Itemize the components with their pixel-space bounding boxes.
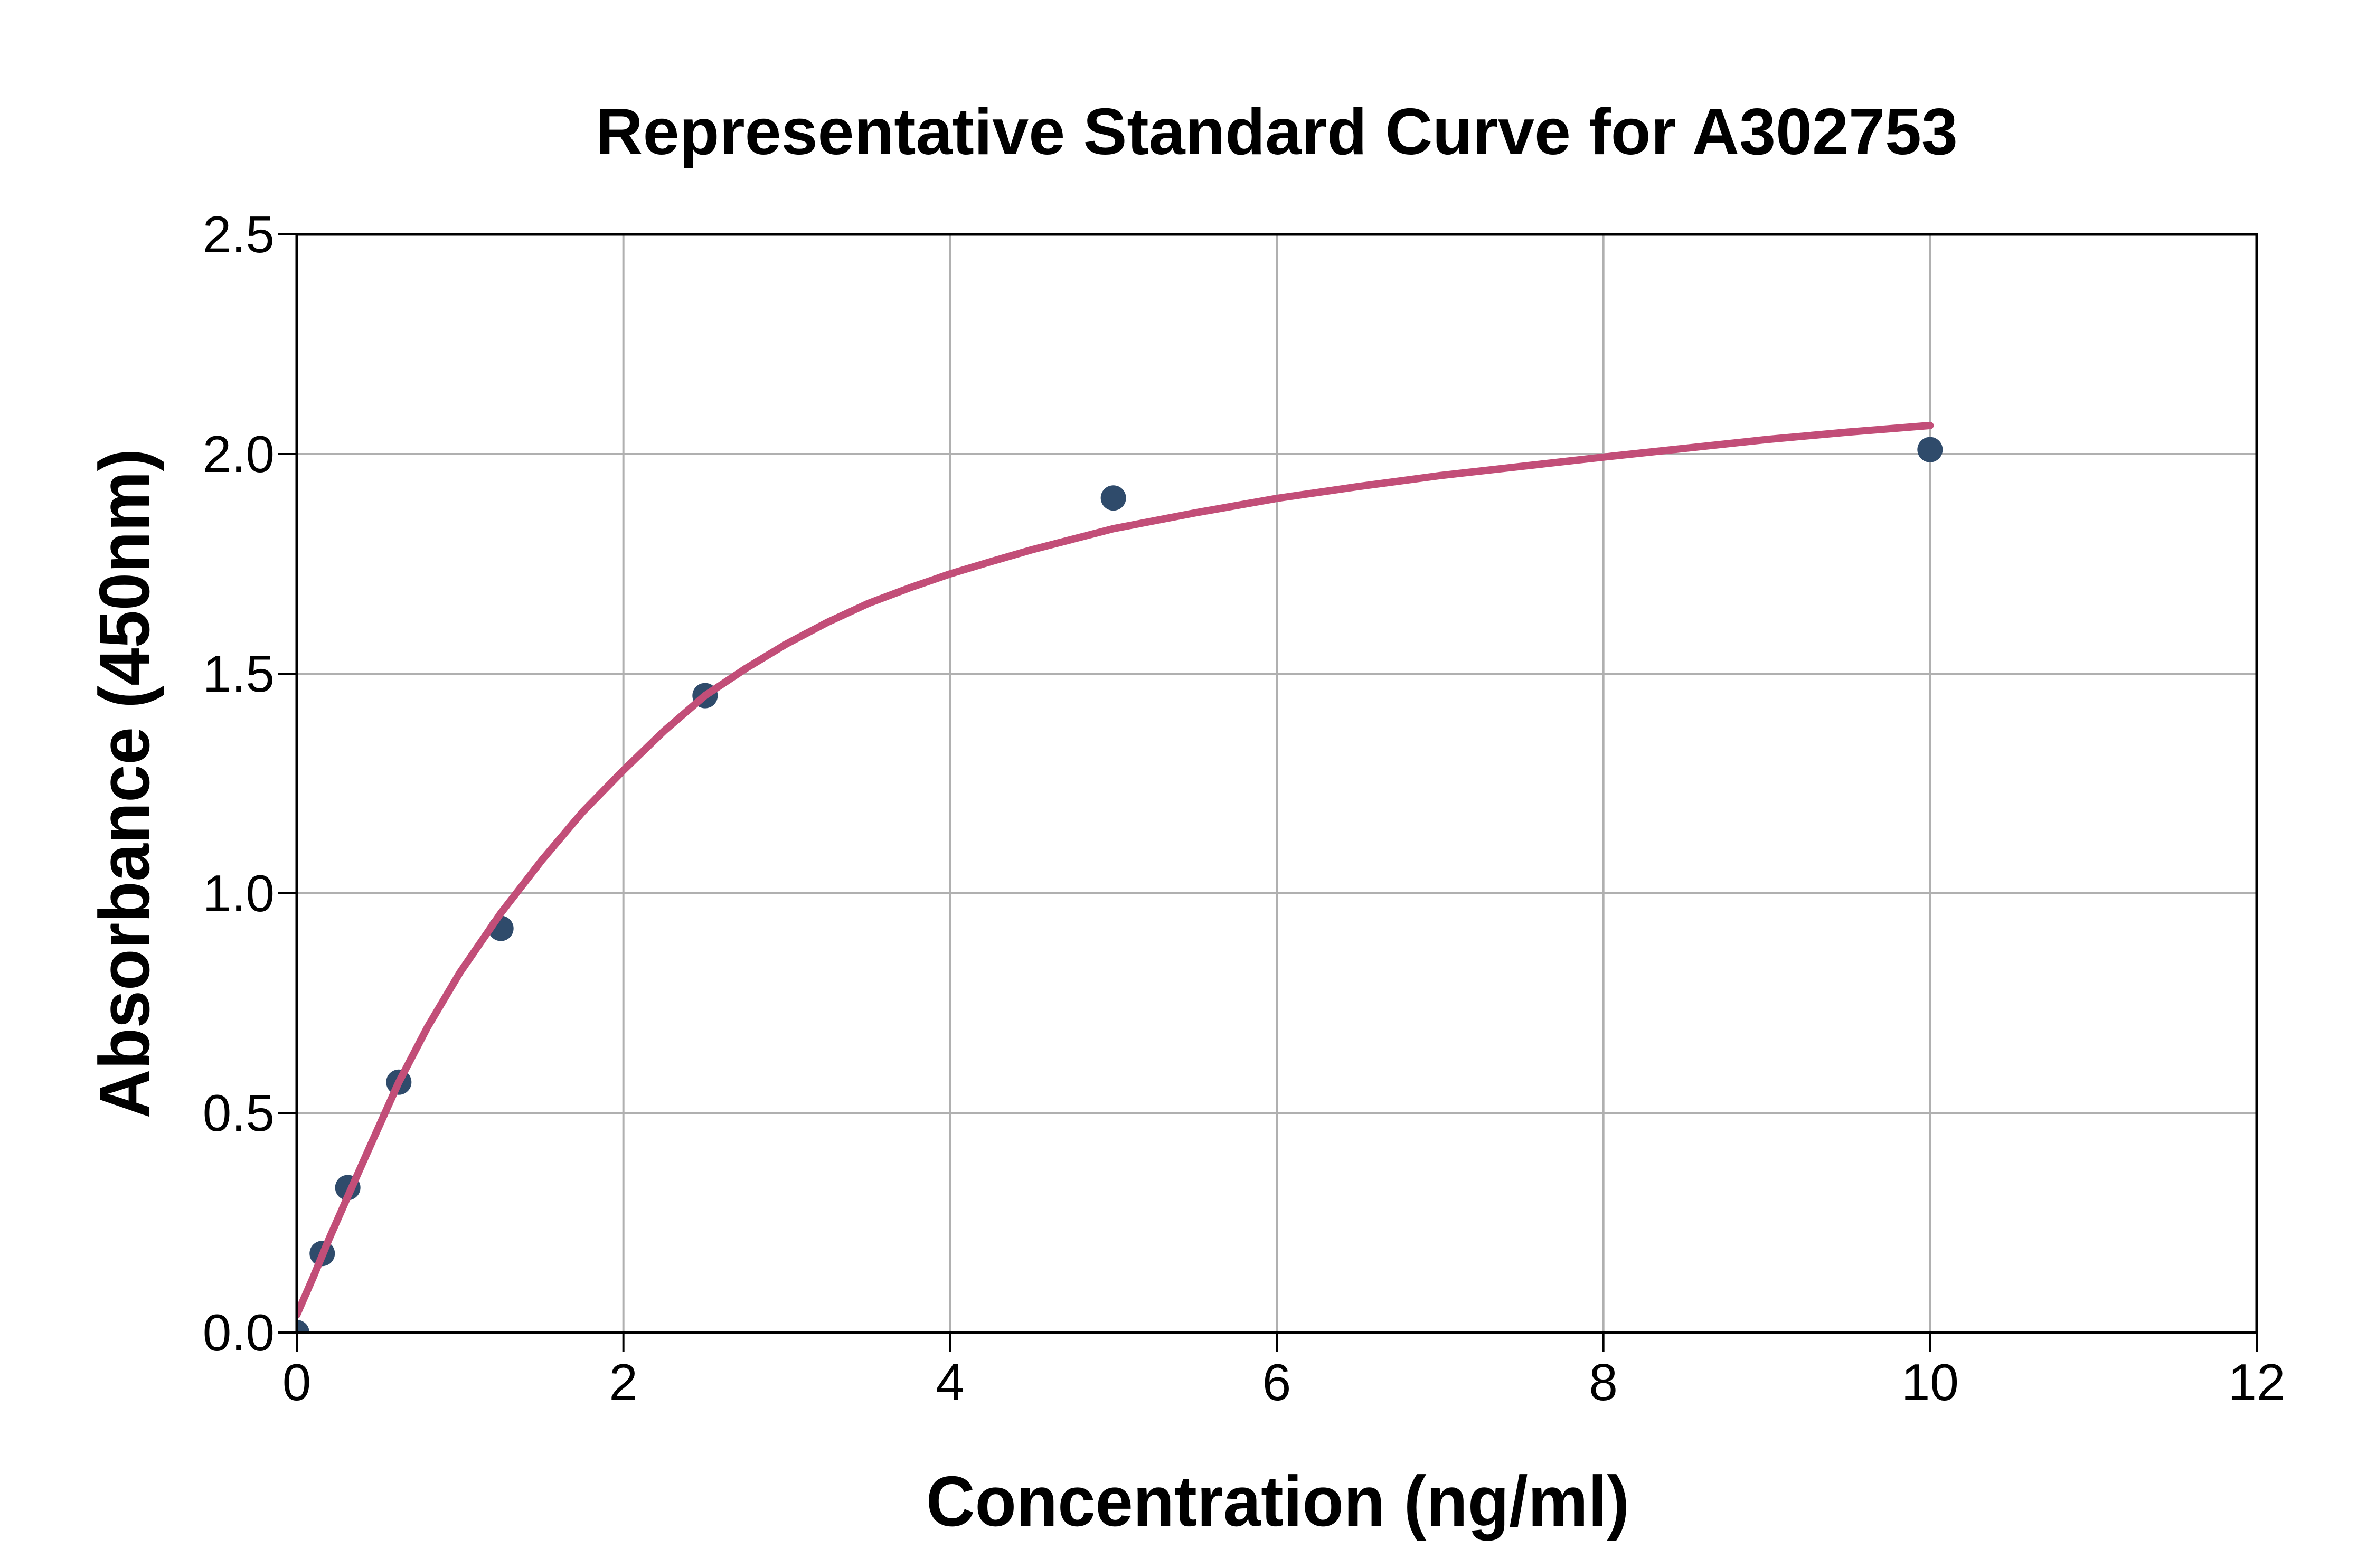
x-tick-label: 8 xyxy=(1589,1353,1618,1411)
x-tick-label: 0 xyxy=(282,1353,312,1411)
y-tick-label: 1.0 xyxy=(203,864,275,922)
fit-curve xyxy=(297,421,1934,1319)
y-tick-label: 1.5 xyxy=(203,645,275,703)
x-axis-label: Concentration (ng/ml) xyxy=(926,1461,1629,1541)
data-point xyxy=(297,1320,309,1333)
data-point xyxy=(1100,485,1126,511)
tick-label-layer: 0 2 4 6 8 10 12 0.0 0.5 1.0 1.5 2.0 2.5 xyxy=(203,205,2286,1411)
axes-frame-layer xyxy=(278,233,2258,1352)
y-tick-label: 2.5 xyxy=(203,205,275,263)
x-tick-label: 12 xyxy=(2228,1353,2285,1411)
fit-curve-layer xyxy=(297,421,1934,1319)
y-axis-label: Absorbance (450nm) xyxy=(84,449,164,1118)
x-tick-label: 6 xyxy=(1262,1353,1291,1411)
y-tick-label: 0.5 xyxy=(203,1084,275,1142)
grid-layer xyxy=(296,233,2258,1334)
x-tick-label: 2 xyxy=(609,1353,638,1411)
x-tick-label: 10 xyxy=(1901,1353,1959,1411)
scatter-points-layer xyxy=(297,437,1943,1333)
x-tick-label: 4 xyxy=(936,1353,965,1411)
chart-title: Representative Standard Curve for A30275… xyxy=(596,96,1958,168)
data-point xyxy=(1917,437,1943,462)
y-tick-label: 2.0 xyxy=(203,425,275,483)
y-tick-label: 0.0 xyxy=(203,1303,275,1362)
